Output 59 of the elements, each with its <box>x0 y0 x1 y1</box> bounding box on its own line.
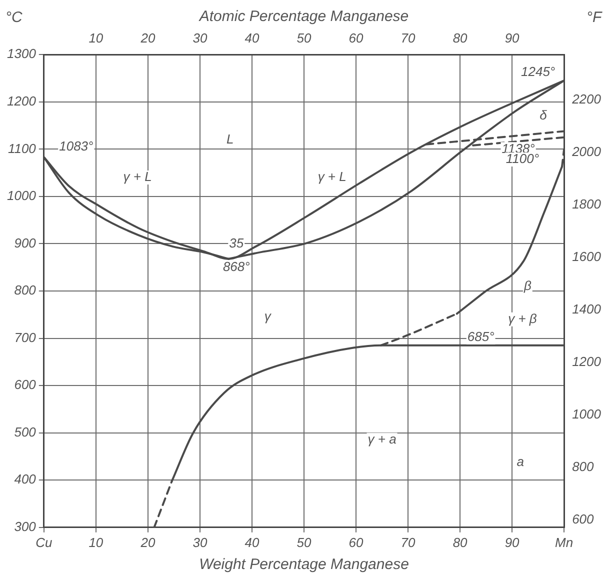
y2-axis-title: °F <box>586 9 602 26</box>
x2-tick-label: 60 <box>348 30 364 46</box>
annotation: 35 <box>229 235 244 250</box>
y-tick-label: 900 <box>14 235 37 250</box>
annotation: γ <box>264 308 272 324</box>
y2-tick-label: 2200 <box>571 91 602 106</box>
y-tick-label: 700 <box>14 330 37 345</box>
y2-tick-label: 600 <box>572 512 595 527</box>
x2-tick-label: 50 <box>296 30 312 46</box>
annotation: 685° <box>467 328 494 344</box>
x-tick-label: 30 <box>192 534 208 550</box>
x-tick-label: Mn <box>555 534 574 550</box>
y2-tick-label: 2000 <box>571 144 602 159</box>
annotation: γ + L <box>123 169 152 184</box>
y-tick-label: 400 <box>14 472 37 487</box>
x-tick-label: 50 <box>296 534 312 550</box>
annotation: 1245° <box>521 64 556 80</box>
y-tick-label: 600 <box>14 377 37 392</box>
y-tick-label: 1000 <box>7 188 37 204</box>
x2-tick-label: 30 <box>192 30 208 46</box>
x2-axis-title: Atomic Percentage Manganese <box>198 8 409 26</box>
x-tick-label: 80 <box>452 534 468 550</box>
annotation: β <box>522 278 532 293</box>
x2-tick-label: 40 <box>244 30 260 46</box>
annotation: L <box>226 131 234 146</box>
x2-tick-label: 70 <box>400 30 416 46</box>
x-tick-label: 10 <box>88 534 104 550</box>
annotation: δ <box>540 108 548 123</box>
x-tick-label: 20 <box>140 534 156 550</box>
annotation: γ + L <box>318 169 346 184</box>
x2-tick-label: 10 <box>88 30 104 46</box>
y2-tick-label: 800 <box>572 459 595 474</box>
x2-tick-label: 90 <box>504 30 520 46</box>
x-tick-label: Cu <box>36 534 52 550</box>
annotation: a <box>516 454 524 470</box>
y-tick-label: 300 <box>14 519 37 534</box>
y2-tick-label: 1600 <box>572 248 602 264</box>
annotation: 868° <box>222 258 250 274</box>
y2-tick-label: 1400 <box>572 302 602 317</box>
y-tick-label: 500 <box>14 424 37 440</box>
annotation: γ + a <box>368 432 396 447</box>
x-tick-label: 70 <box>400 534 416 550</box>
x-axis-title: Weight Percentage Manganese <box>199 556 409 574</box>
y-axis-title: °C <box>6 9 22 26</box>
y2-tick-label: 1000 <box>572 406 602 422</box>
x2-tick-label: 80 <box>452 30 468 46</box>
annotation: γ + β <box>508 310 538 326</box>
x2-tick-label: 20 <box>140 30 156 46</box>
y2-tick-label: 1200 <box>572 354 602 370</box>
annotation: 1100° <box>506 151 540 166</box>
y-tick-label: 1300 <box>7 46 37 62</box>
y-tick-label: 800 <box>14 282 37 298</box>
y2-tick-label: 1800 <box>572 196 602 212</box>
x-tick-label: 40 <box>244 534 260 550</box>
annotation: 1083° <box>59 138 94 154</box>
x-tick-label: 60 <box>348 534 364 550</box>
x-tick-label: 90 <box>504 534 520 550</box>
y-tick-label: 1100 <box>8 140 37 156</box>
y-tick-label: 1200 <box>7 93 37 108</box>
